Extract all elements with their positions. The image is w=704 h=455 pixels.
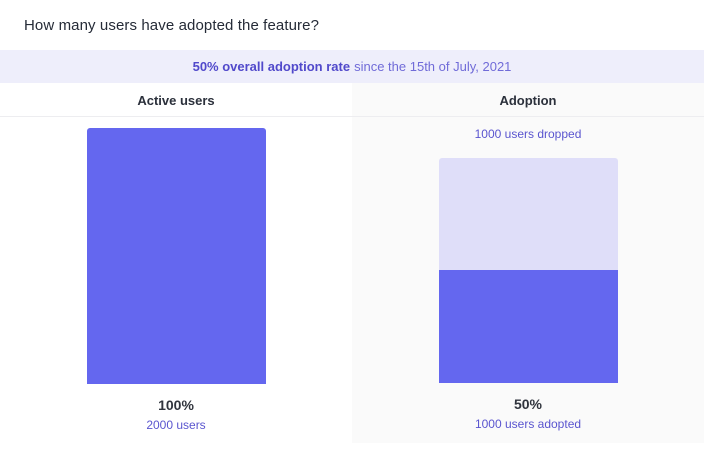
page-title: How many users have adopted the feature?	[24, 16, 320, 34]
adoption-bar	[438, 158, 618, 383]
active-users-count: 2000 users	[146, 418, 206, 432]
adoption-rate-highlight: 50% overall adoption rate	[192, 59, 351, 74]
adoption-percent: 50%	[513, 396, 543, 412]
adopted-users-segment[interactable]	[438, 270, 618, 383]
active-users-bar[interactable]	[86, 128, 266, 384]
dropped-users-segment[interactable]	[438, 158, 618, 270]
column-active-users: Active users 100% 2000 users	[0, 83, 352, 455]
column-header-adoption: Adoption	[352, 83, 704, 117]
adoption-rate-banner: 50% overall adoption rate since the 15th…	[0, 50, 704, 83]
column-header-active-users: Active users	[0, 83, 352, 117]
users-dropped-label: 1000 users dropped	[474, 127, 582, 141]
adopted-users-count: 1000 users adopted	[474, 417, 582, 431]
funnel-columns: Active users 100% 2000 users Adoption 10…	[0, 83, 704, 455]
adoption-rate-since-text: since the 15th of July, 2021	[354, 59, 512, 74]
column-adoption: Adoption 1000 users dropped 50% 1000 use…	[352, 83, 704, 443]
title-bar: How many users have adopted the feature?	[0, 0, 704, 50]
active-users-percent: 100%	[158, 397, 194, 413]
